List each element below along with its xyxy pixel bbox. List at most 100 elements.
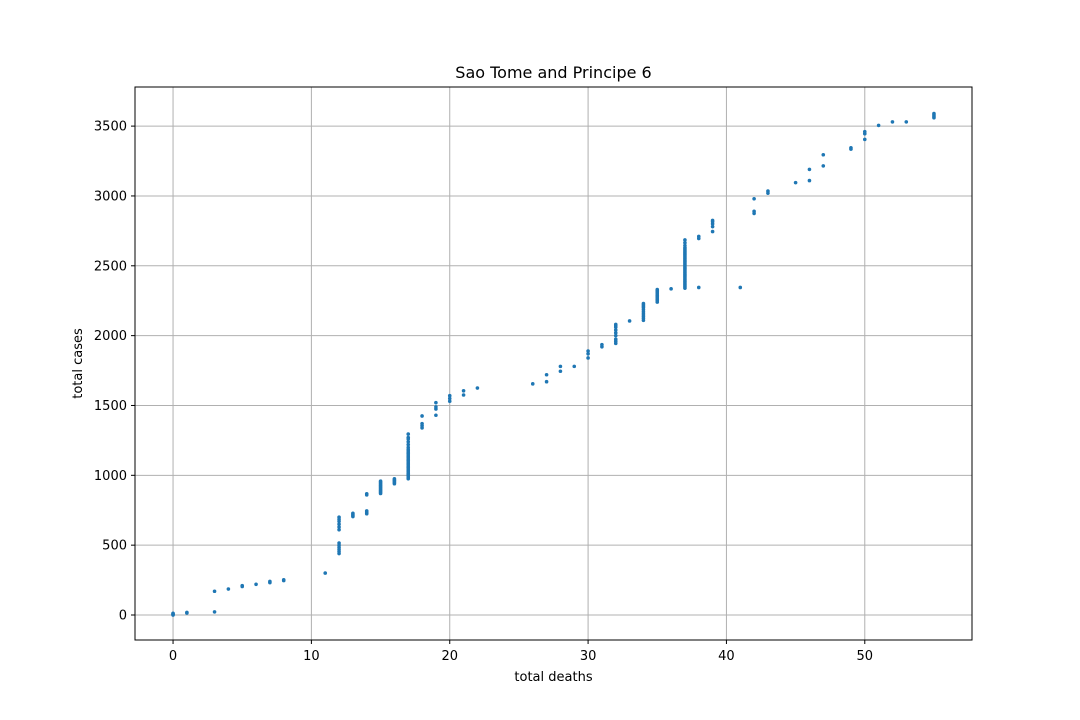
data-point (613, 337, 618, 341)
y-axis-label: total cases (71, 328, 86, 399)
data-point (683, 240, 687, 245)
data-point (558, 369, 563, 374)
data-point (710, 229, 715, 234)
y-tick-label: 0 (119, 608, 127, 623)
data-point (406, 439, 411, 444)
data-point (434, 405, 438, 409)
x-tick-label: 30 (580, 649, 597, 664)
data-point (807, 167, 812, 172)
data-point (696, 285, 701, 290)
data-point (226, 587, 231, 591)
data-point (710, 218, 715, 223)
data-point (406, 442, 411, 447)
data-point (683, 238, 687, 242)
data-point (434, 400, 438, 405)
data-point (530, 382, 535, 386)
data-point (351, 511, 355, 516)
data-point (461, 389, 466, 393)
data-point (447, 396, 452, 401)
data-point (364, 509, 369, 513)
y-tick-label: 2500 (94, 259, 127, 274)
data-point (268, 579, 272, 584)
y-tick-label: 3500 (94, 120, 127, 135)
data-point (447, 399, 452, 404)
data-point (461, 393, 466, 397)
data-point (337, 522, 341, 527)
data-point (738, 285, 743, 290)
data-point (586, 349, 590, 353)
data-point (364, 491, 369, 496)
data-point (420, 421, 424, 426)
data-point (337, 525, 341, 529)
data-point (212, 589, 217, 594)
data-point (475, 386, 480, 390)
data-point (171, 611, 175, 616)
data-point (821, 152, 826, 157)
data-point (752, 196, 756, 201)
y-tick-label: 2000 (94, 329, 127, 344)
data-point (669, 287, 673, 291)
data-point (613, 331, 618, 335)
y-tick-label: 500 (102, 539, 127, 554)
data-point (613, 328, 618, 332)
data-point (406, 432, 411, 436)
x-tick-label: 0 (169, 649, 177, 664)
x-axis-label: total deaths (514, 670, 592, 685)
data-point (254, 582, 258, 587)
data-point (586, 351, 590, 356)
data-point (613, 322, 618, 327)
data-point (683, 243, 687, 248)
data-points (171, 111, 936, 617)
y-tick-label: 3000 (94, 189, 127, 204)
data-point (337, 527, 341, 532)
y-tick-label: 1500 (94, 399, 127, 414)
data-point (766, 189, 770, 193)
data-point (185, 610, 189, 615)
data-point (337, 515, 341, 520)
x-tick-label: 10 (303, 649, 320, 664)
data-point (406, 472, 411, 476)
data-point (904, 120, 909, 124)
data-point (641, 301, 646, 306)
data-point (696, 234, 701, 239)
data-point (544, 379, 549, 384)
data-point (600, 342, 604, 347)
data-point (627, 319, 632, 323)
data-point (212, 610, 217, 614)
data-point (572, 364, 577, 369)
data-point (420, 414, 424, 418)
data-point (890, 120, 895, 124)
data-point (752, 209, 756, 214)
data-point (323, 571, 328, 575)
data-point (586, 356, 590, 360)
plot-area-frame (134, 86, 973, 641)
data-point (447, 393, 452, 398)
data-point (849, 145, 853, 150)
data-point (337, 541, 341, 545)
x-tick-label: 40 (718, 649, 735, 664)
data-point (281, 577, 286, 582)
data-point (434, 413, 438, 418)
data-point (862, 129, 867, 134)
x-tick-label: 50 (857, 649, 874, 664)
data-point (613, 333, 618, 338)
data-point (240, 583, 245, 588)
data-point (932, 111, 936, 116)
data-point (710, 224, 715, 229)
data-point (406, 437, 411, 441)
data-point (558, 364, 563, 369)
grid-lines (135, 87, 972, 640)
x-tick-label: 20 (441, 649, 458, 664)
data-point (876, 123, 881, 128)
data-point (862, 137, 867, 142)
data-point (406, 445, 411, 450)
data-point (821, 164, 826, 168)
data-point (392, 477, 397, 481)
data-point (378, 479, 383, 483)
data-point (544, 372, 549, 377)
data-point (793, 180, 798, 185)
